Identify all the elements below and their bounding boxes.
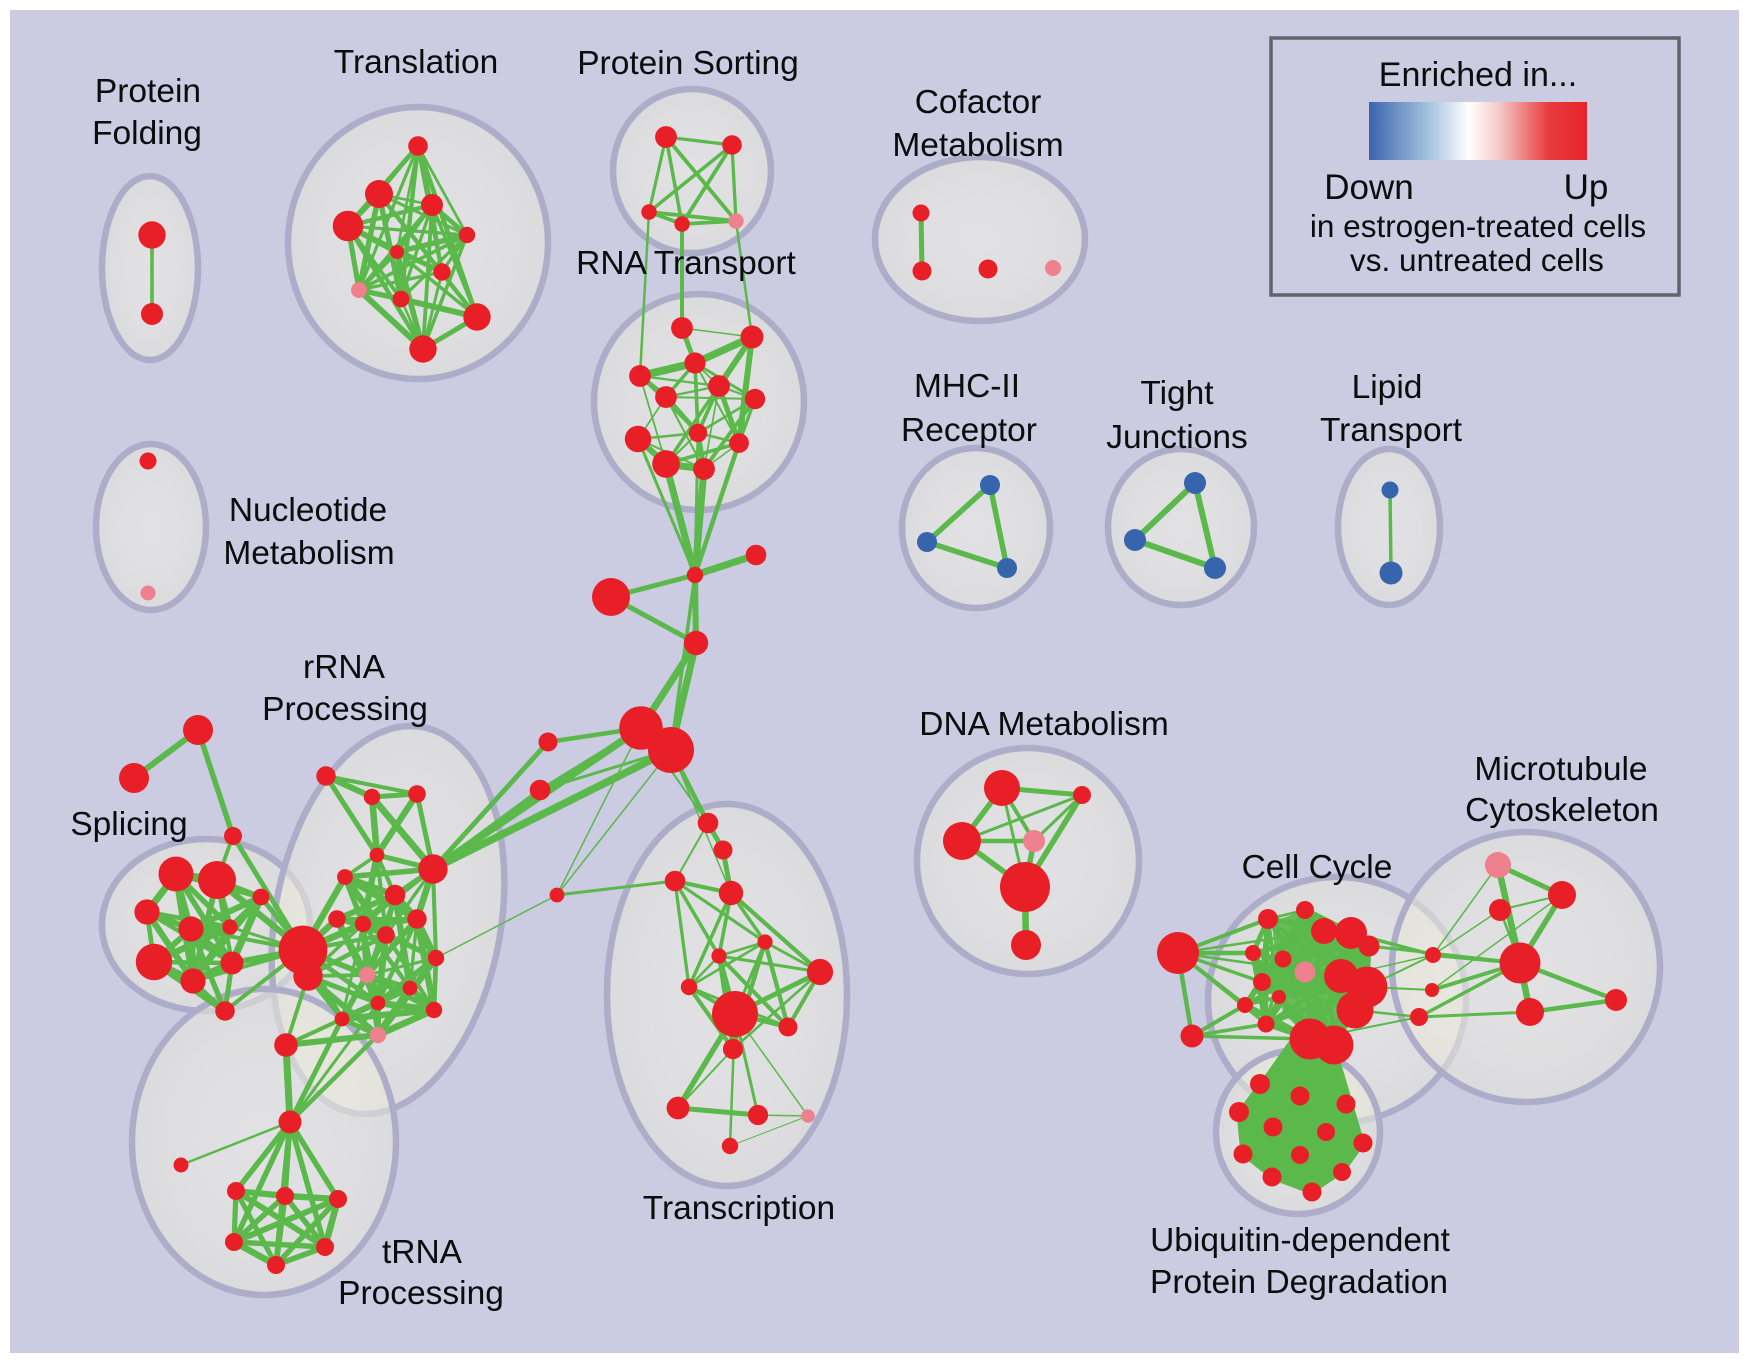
svg-text:tRNA: tRNA xyxy=(382,1234,463,1271)
svg-text:Metabolism: Metabolism xyxy=(892,127,1063,164)
svg-text:Cofactor: Cofactor xyxy=(915,84,1042,121)
svg-text:Junctions: Junctions xyxy=(1106,419,1248,456)
svg-text:Lipid: Lipid xyxy=(1352,369,1423,406)
svg-text:Nucleotide: Nucleotide xyxy=(229,492,387,529)
svg-text:Receptor: Receptor xyxy=(901,412,1037,449)
svg-text:Down: Down xyxy=(1324,168,1413,207)
svg-text:Ubiquitin-dependent: Ubiquitin-dependent xyxy=(1150,1222,1451,1259)
svg-text:Splicing: Splicing xyxy=(70,806,187,843)
svg-text:vs. untreated cells: vs. untreated cells xyxy=(1350,242,1604,278)
svg-text:Protein: Protein xyxy=(95,73,201,110)
svg-text:Transport: Transport xyxy=(1320,412,1463,449)
svg-text:Processing: Processing xyxy=(338,1275,504,1312)
svg-text:Protein Sorting: Protein Sorting xyxy=(577,45,799,82)
svg-text:Metabolism: Metabolism xyxy=(223,535,394,572)
svg-text:rRNA: rRNA xyxy=(303,649,386,686)
svg-text:Cell Cycle: Cell Cycle xyxy=(1242,849,1393,886)
svg-text:Protein Degradation: Protein Degradation xyxy=(1150,1264,1448,1301)
svg-text:Up: Up xyxy=(1564,168,1609,207)
svg-text:MHC-II: MHC-II xyxy=(914,368,1020,405)
svg-text:Microtubule: Microtubule xyxy=(1474,751,1647,788)
svg-text:Translation: Translation xyxy=(334,44,498,81)
svg-text:Processing: Processing xyxy=(262,691,428,728)
svg-text:Folding: Folding xyxy=(92,115,202,152)
svg-text:Tight: Tight xyxy=(1140,375,1214,412)
svg-text:Enriched in...: Enriched in... xyxy=(1379,56,1577,94)
svg-text:RNA Transport: RNA Transport xyxy=(576,245,796,282)
svg-text:in estrogen-treated cells: in estrogen-treated cells xyxy=(1310,208,1646,244)
svg-text:DNA Metabolism: DNA Metabolism xyxy=(919,706,1168,743)
svg-text:Cytoskeleton: Cytoskeleton xyxy=(1465,792,1659,829)
svg-text:Transcription: Transcription xyxy=(643,1190,835,1227)
